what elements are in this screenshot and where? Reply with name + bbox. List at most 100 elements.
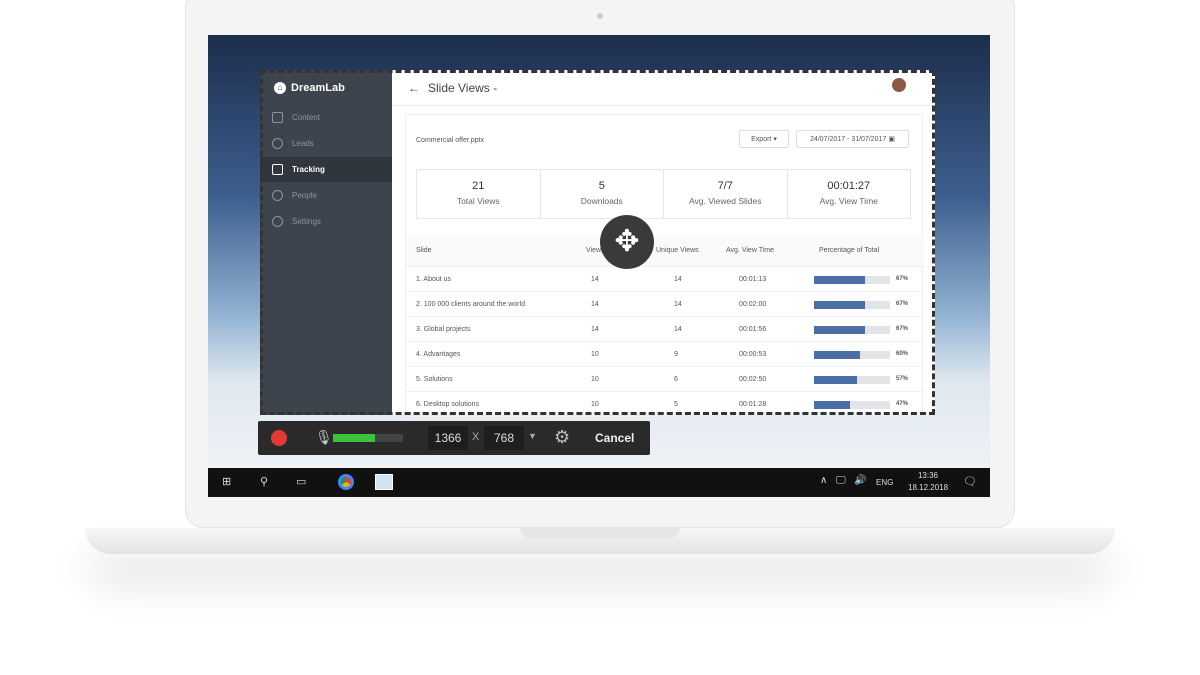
mic-level-meter [333,434,403,442]
percentage-label: 57% [896,376,909,382]
arrow-left-icon[interactable]: ← [408,80,420,95]
page-title[interactable]: Slide Views - [428,80,498,95]
stat-value: 21 [472,180,485,192]
export-button[interactable]: Export ▾ [739,130,789,148]
table-row[interactable]: 5. Solutions 10 6 00:02:50 57% [406,367,924,392]
sidebar-item-settings[interactable]: Settings [260,209,392,234]
task-view-icon[interactable]: ▭ [296,476,307,488]
laptop-notch [520,528,680,538]
recorder-toolbar: 🎙 1366 X 768 ▼ ⚙ Cancel [258,421,650,455]
file-icon [272,112,283,123]
move-icon[interactable]: ✥ [600,215,654,269]
table-row[interactable]: 4. Advantages 10 9 00:00:53 60% [406,342,924,367]
record-button[interactable] [271,430,287,446]
sidebar-item-label: Settings [292,217,321,226]
file-name: Commercial offer.pptx [416,137,484,144]
search-icon[interactable]: ⚲ [260,476,269,488]
percentage-bar [814,301,890,309]
table-row[interactable]: 3. Global projects 14 14 00:01:56 67% [406,317,924,342]
unique-views: 14 [674,326,682,333]
sidebar-item-label: Content [292,113,321,122]
unique-views: 14 [674,276,682,283]
views: 10 [591,376,599,383]
stat-value: 00:01:27 [827,180,871,192]
column-percentage[interactable]: Percentage of Total [819,247,880,254]
column-views[interactable]: Views [586,247,605,254]
chevron-up-icon[interactable]: ∧ [820,475,828,486]
taskbar: ⊞ ⚲ ▭ ∧ 🖵 🔊 ENG 13:36 18.12.2018 🗨 [208,468,990,497]
sidebar-item-content[interactable]: Content [260,105,392,130]
avatar[interactable] [892,78,906,92]
avg-view-time: 00:02:00 [739,301,767,308]
avg-view-time: 00:01:56 [739,326,767,333]
slide-name: 3. Global projects [416,326,471,333]
stat-value: 5 [598,180,605,192]
table-header: Slide Views Unique Views Avg. View Time … [406,235,924,267]
time: 13:36 [917,471,939,480]
gear-icon[interactable]: ⚙ [554,427,571,447]
percentage-bar [814,376,890,384]
network-icon[interactable]: 🖵 [836,475,846,486]
column-slide[interactable]: Slide [416,247,432,254]
stat-downloads: 5 Downloads [541,170,664,218]
capture-selection-frame[interactable] [260,70,935,415]
sidebar-item-people[interactable]: People [260,183,392,208]
table-row[interactable]: 1. About us 14 14 00:01:13 67% [406,267,924,292]
stat-label: Avg. View Time [819,196,878,206]
date-range-picker[interactable]: 24/07/2017 - 31/07/2017 ▣ [796,130,909,148]
views: 14 [591,276,599,283]
avg-view-time: 00:01:28 [739,401,767,408]
chevron-down-icon[interactable]: ▼ [528,431,537,441]
cancel-button[interactable]: Cancel [595,431,635,445]
windows-start-icon[interactable]: ⊞ [222,476,232,488]
webcam [597,13,603,19]
user-circle-icon [272,138,283,149]
unique-views: 5 [674,401,678,408]
height-input[interactable]: 768 [484,426,524,450]
avg-view-time: 00:01:13 [739,276,767,283]
date: 18.12.2018 [908,483,949,492]
logo[interactable]: ⌂ DreamLab [274,82,345,94]
slide-name: 6. Desktop solutions [416,401,480,408]
screen-recorder-app-icon[interactable] [375,474,393,490]
percentage-label: 67% [896,276,909,282]
column-unique-views[interactable]: Unique Views [656,247,699,254]
percentage-label: 60% [896,351,909,357]
table-row[interactable]: 6. Desktop solutions 10 5 00:01:28 47% [406,392,924,417]
stat-total-views: 21 Total Views [417,170,541,218]
clock[interactable]: 13:36 18.12.2018 [908,471,948,492]
calendar-icon: ▣ [888,136,895,143]
column-avg-view-time[interactable]: Avg. View Time [726,247,774,254]
views: 10 [591,401,599,408]
views: 14 [591,301,599,308]
stat-value: 7/7 [717,180,733,192]
language-indicator[interactable]: ENG [876,478,894,487]
stat-avg-view-time: 00:01:27 Avg. View Time [788,170,911,218]
header: ← Slide Views - [392,70,935,106]
chrome-icon[interactable] [338,474,354,490]
percentage-bar [814,276,890,284]
stats-panel: 21 Total Views 5 Downloads 7/7 Avg. Viewed … [416,169,911,219]
microphone-icon[interactable]: 🎙 [315,429,333,445]
date-range: 24/07/2017 - 31/07/2017 [810,135,887,143]
percentage-bar [814,326,890,334]
stat-label: Downloads [580,196,623,206]
width-input[interactable]: 1366 [428,426,468,450]
home-icon: ⌂ [274,82,286,94]
gear-icon [272,216,283,227]
sidebar-item-leads[interactable]: Leads [260,131,392,156]
sidebar-item-label: Leads [292,139,314,148]
sidebar-item-tracking[interactable]: Tracking [260,157,392,182]
sidebar-item-label: Tracking [292,165,325,174]
export-label: Export [751,135,772,143]
volume-icon[interactable]: 🔊 [854,475,867,486]
views: 14 [591,326,599,333]
views: 10 [591,351,599,358]
slide-name: 1. About us [416,276,452,283]
notifications-icon[interactable]: 🗨 [963,476,977,488]
unique-views: 9 [674,351,678,358]
percentage-label: 67% [896,301,909,307]
table-row[interactable]: 2. 100 000 clients around the world 14 1… [406,292,924,317]
screen: ⌂ DreamLab Content Leads Tracking People … [208,35,990,497]
stat-label: Total Views [456,196,500,206]
